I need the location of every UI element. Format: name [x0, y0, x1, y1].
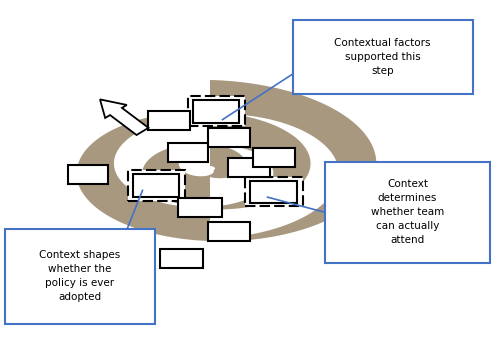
FancyBboxPatch shape	[250, 181, 296, 203]
Text: Contextual factors
supported this
step: Contextual factors supported this step	[334, 38, 430, 76]
Text: Context shapes
whether the
policy is ever
adopted: Context shapes whether the policy is eve…	[40, 250, 120, 302]
Polygon shape	[76, 80, 376, 241]
FancyBboxPatch shape	[325, 162, 490, 263]
FancyBboxPatch shape	[245, 177, 302, 206]
FancyBboxPatch shape	[228, 158, 270, 177]
FancyBboxPatch shape	[132, 174, 179, 197]
FancyArrow shape	[100, 99, 148, 135]
FancyBboxPatch shape	[68, 165, 108, 184]
FancyBboxPatch shape	[252, 148, 295, 167]
FancyBboxPatch shape	[178, 198, 222, 217]
FancyBboxPatch shape	[192, 100, 239, 123]
FancyBboxPatch shape	[5, 229, 155, 324]
FancyBboxPatch shape	[208, 128, 250, 147]
FancyBboxPatch shape	[168, 143, 207, 162]
FancyBboxPatch shape	[188, 96, 245, 126]
FancyBboxPatch shape	[292, 20, 472, 94]
FancyBboxPatch shape	[148, 111, 190, 130]
FancyBboxPatch shape	[160, 249, 202, 268]
FancyBboxPatch shape	[208, 222, 250, 241]
FancyBboxPatch shape	[128, 170, 185, 201]
Text: Context
determines
whether team
can actually
attend: Context determines whether team can actu…	[371, 179, 444, 245]
